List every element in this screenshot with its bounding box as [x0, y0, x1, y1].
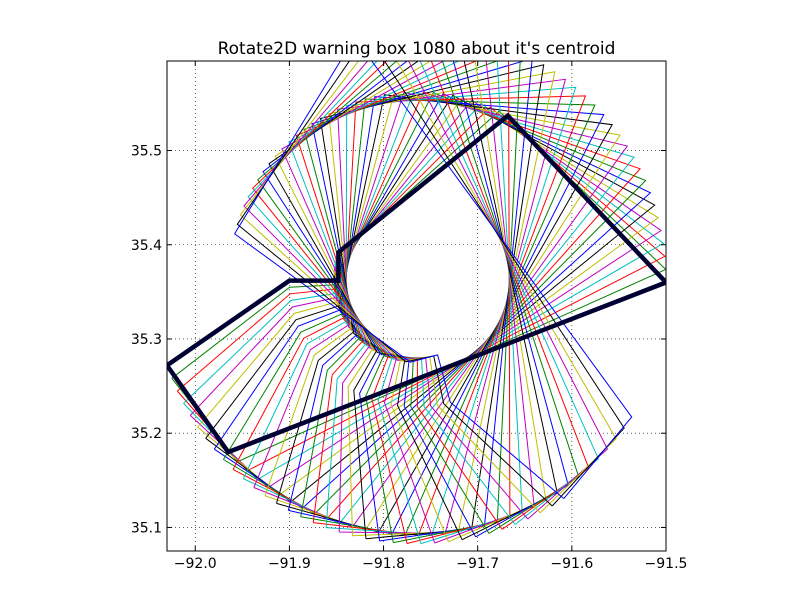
- chart-title: Rotate2D warning box 1080 about it's cen…: [218, 39, 616, 59]
- plot-area: [167, 61, 666, 551]
- original-polygon: [167, 112, 666, 455]
- rotated-polygon-28: [262, 61, 569, 538]
- x-tick-label: −92.0: [174, 556, 217, 572]
- rotated-polygon-23: [295, 61, 511, 544]
- rotated-polygon-27: [268, 61, 558, 541]
- rotated-polygon-14: [287, 96, 605, 535]
- rotated-polygon-11: [253, 91, 629, 528]
- rotated-polygon-1: [171, 110, 666, 463]
- rotated-polygon-9: [232, 91, 641, 520]
- rotated-polygon-18: [337, 78, 567, 534]
- rotated-polygon-13: [276, 94, 614, 533]
- rotated-polygon-20: [319, 64, 545, 540]
- rotated-polygon-10: [242, 91, 635, 524]
- x-tick-label: −91.5: [645, 556, 688, 572]
- rotated-polygon-29: [257, 61, 580, 534]
- rotated-polygon-8: [222, 92, 647, 515]
- rotated-polygon-4: [189, 99, 662, 489]
- rotated-polygon-7: [213, 93, 652, 509]
- rotated-polygon-5: [197, 96, 660, 496]
- rotated-polygon-32: [243, 61, 609, 520]
- rotated-polygon-17: [325, 86, 577, 536]
- rotated-polygon-12: [264, 92, 621, 531]
- x-tick-label: −91.6: [550, 556, 593, 572]
- x-tick-label: −91.9: [268, 556, 311, 572]
- rotated-polygon-26: [274, 61, 547, 543]
- rotated-polygon-25: [281, 61, 535, 544]
- x-tick-label: −91.7: [456, 556, 499, 572]
- y-tick-label: 35.2: [131, 426, 162, 442]
- rotated-polygon-22: [303, 61, 521, 544]
- rotated-polygon-34: [236, 61, 625, 507]
- rotated-polygon-3: [183, 102, 665, 481]
- rotated-polygon-15: [300, 98, 596, 536]
- rotated-polygon-30: [252, 61, 590, 530]
- axis-ticks: −92.0 −91.9 −91.8 −91.7 −91.6 −91.5 35.1 35.2 35…: [131, 61, 688, 572]
- rotated-polygon-6: [205, 94, 656, 503]
- y-tick-label: 35.5: [131, 144, 162, 160]
- rotated-polygon-21: [311, 61, 533, 542]
- rotated-polygon-31: [247, 61, 600, 525]
- plot-frame: [166, 60, 667, 552]
- y-tick-label: 35.3: [131, 332, 162, 348]
- rotated-polygon-35: [233, 61, 633, 499]
- y-tick-label: 35.4: [131, 238, 162, 254]
- rotated-polygon-16: [312, 95, 587, 536]
- x-tick-label: −91.8: [362, 556, 405, 572]
- rotated-polygon-33: [239, 61, 617, 514]
- rotated-polygons: [167, 61, 666, 545]
- rotated-polygon-2: [176, 106, 666, 472]
- rotated-polygon-19: [328, 71, 556, 537]
- y-tick-label: 35.1: [131, 520, 162, 536]
